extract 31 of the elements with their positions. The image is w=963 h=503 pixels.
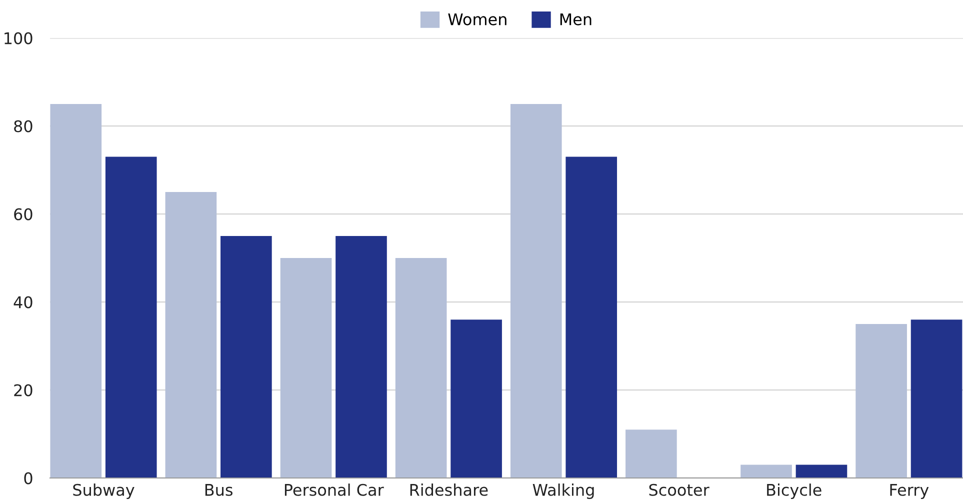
x-tick-label: Ferry — [890, 484, 929, 500]
y-tick-label: 20 — [14, 384, 32, 396]
x-tick-label: Personal Car — [284, 484, 384, 496]
bar — [856, 324, 907, 478]
x-tick-label: Subway — [73, 484, 134, 500]
x-tick-label: Scooter — [649, 484, 710, 496]
bar — [910, 320, 962, 478]
bar — [165, 192, 217, 478]
x-tick-label: Bus — [205, 484, 232, 496]
bar — [796, 464, 848, 478]
y-tick-label: 60 — [14, 208, 32, 220]
bar — [395, 258, 447, 478]
legend-label: Women — [448, 13, 506, 26]
bar — [336, 236, 387, 478]
bar — [510, 104, 562, 478]
x-tick-label: Walking — [532, 484, 594, 500]
bar — [450, 320, 502, 478]
legend-label: Men — [560, 13, 592, 26]
y-tick-label: 40 — [14, 296, 32, 308]
bar — [626, 430, 677, 478]
x-tick-label: Rideshare — [410, 484, 488, 496]
y-tick-label: 80 — [14, 120, 32, 132]
bar — [105, 156, 157, 478]
y-tick-label: 0 — [24, 472, 32, 484]
bar — [280, 258, 332, 478]
x-tick-label: Bicycle — [767, 484, 822, 500]
bar — [566, 156, 618, 478]
bar — [740, 464, 792, 478]
y-tick-label: 100 — [4, 32, 32, 44]
bar — [50, 104, 102, 478]
bar — [220, 236, 272, 478]
